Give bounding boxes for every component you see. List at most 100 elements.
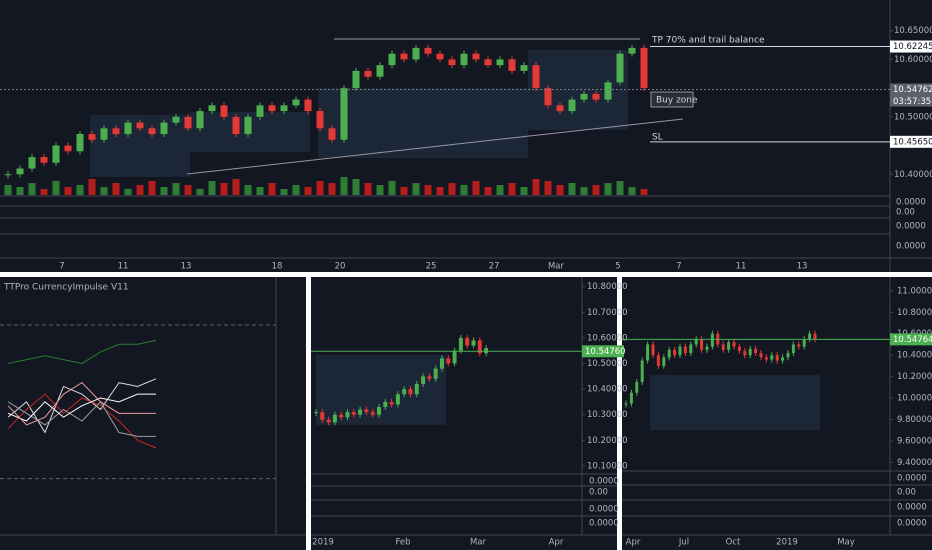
x-tick-label: 11 xyxy=(736,262,747,272)
candle xyxy=(656,355,660,366)
candle xyxy=(232,116,240,135)
candle xyxy=(770,355,774,360)
candle xyxy=(256,105,264,117)
candle xyxy=(472,53,480,60)
x-tick-label: 7 xyxy=(59,262,64,272)
indicator-value: 0.0000 xyxy=(897,503,927,513)
x-tick-label: Apr xyxy=(549,538,564,548)
x-tick-label: 11 xyxy=(118,262,129,272)
candle xyxy=(786,353,790,358)
y-tick-label: 10.80000 xyxy=(897,308,932,318)
candle xyxy=(414,383,419,395)
candle xyxy=(458,337,463,351)
volume-bar xyxy=(16,187,24,195)
candle xyxy=(484,59,492,66)
volume-bar xyxy=(496,185,504,195)
volume-bar xyxy=(328,183,336,195)
candle xyxy=(759,353,763,358)
candle xyxy=(710,333,714,347)
candle xyxy=(332,414,337,423)
candle xyxy=(580,93,588,100)
candle xyxy=(629,392,633,404)
volume-bar xyxy=(400,187,408,195)
impulse-line xyxy=(7,393,156,422)
candle xyxy=(388,53,396,66)
candle xyxy=(160,122,168,135)
countdown: 03:57:35 xyxy=(893,97,931,107)
volume-bar xyxy=(280,189,288,195)
y-tick-label: 10.80000 xyxy=(587,282,628,292)
candle xyxy=(339,414,344,418)
volume-bar xyxy=(616,181,624,195)
volume-bar xyxy=(352,179,360,195)
candle xyxy=(635,382,639,393)
volume-bar xyxy=(520,187,528,195)
candle xyxy=(427,376,432,379)
candle xyxy=(628,47,636,54)
y-tick-label: 10.65000 xyxy=(894,26,932,36)
volume-bar xyxy=(316,181,324,195)
volume-bar xyxy=(508,183,516,195)
candle xyxy=(544,88,552,106)
price-label-box xyxy=(890,135,932,148)
volume-bar xyxy=(64,187,72,195)
y-tick-label: 10.40000 xyxy=(897,351,932,361)
candle xyxy=(532,65,540,89)
volume-bar xyxy=(268,183,276,195)
candle xyxy=(370,412,375,415)
volume-bar xyxy=(412,183,420,195)
zone xyxy=(650,375,820,430)
buy-zone-box xyxy=(650,91,694,108)
volume-bar xyxy=(208,181,216,195)
candle xyxy=(568,99,576,112)
y-tick-label: 10.20000 xyxy=(897,372,932,382)
x-tick-label: May xyxy=(837,538,855,548)
candle xyxy=(377,407,381,415)
candle xyxy=(64,145,72,152)
candle xyxy=(400,53,408,60)
volume-bar xyxy=(136,185,144,195)
candle xyxy=(304,99,312,112)
volume-bar xyxy=(220,183,228,195)
candle xyxy=(651,344,655,356)
candle xyxy=(376,65,384,77)
y-tick-label: 9.40000 xyxy=(897,458,932,468)
candle xyxy=(673,349,677,356)
volume-bar xyxy=(148,181,156,195)
candle xyxy=(471,340,476,346)
candle xyxy=(383,401,388,407)
candle xyxy=(754,348,758,354)
volume-bar xyxy=(172,183,180,195)
volume-bar xyxy=(124,189,132,195)
candle xyxy=(732,342,736,347)
candle xyxy=(604,82,612,100)
candle xyxy=(689,344,693,354)
candle xyxy=(172,116,180,123)
candle xyxy=(592,93,600,100)
indicator-title: TTPro CurrencyImpulse V11 xyxy=(3,283,129,293)
y-tick-label: 10.20000 xyxy=(587,436,628,446)
volume-bar xyxy=(340,177,348,195)
candle xyxy=(314,412,318,414)
candle xyxy=(440,358,444,369)
volume-bar xyxy=(112,183,120,195)
candle xyxy=(124,122,132,135)
candle xyxy=(667,349,671,358)
candle xyxy=(775,355,779,361)
candle xyxy=(662,357,666,366)
candle xyxy=(358,409,363,415)
candle xyxy=(352,70,360,89)
sl-annotation: SL xyxy=(652,133,663,143)
candle xyxy=(446,358,451,364)
candle xyxy=(646,344,650,361)
indicator-value: 0.0000 xyxy=(589,505,619,515)
candle xyxy=(496,59,504,66)
candle xyxy=(136,122,144,129)
price-label: 10.54764 xyxy=(893,335,932,345)
candle xyxy=(389,401,394,405)
tp-annotation: TP 70% and trail balance xyxy=(651,36,765,46)
candle xyxy=(465,337,470,346)
candle xyxy=(460,53,468,66)
indicator-value: 0.0000 xyxy=(896,198,926,208)
candle xyxy=(4,174,12,176)
